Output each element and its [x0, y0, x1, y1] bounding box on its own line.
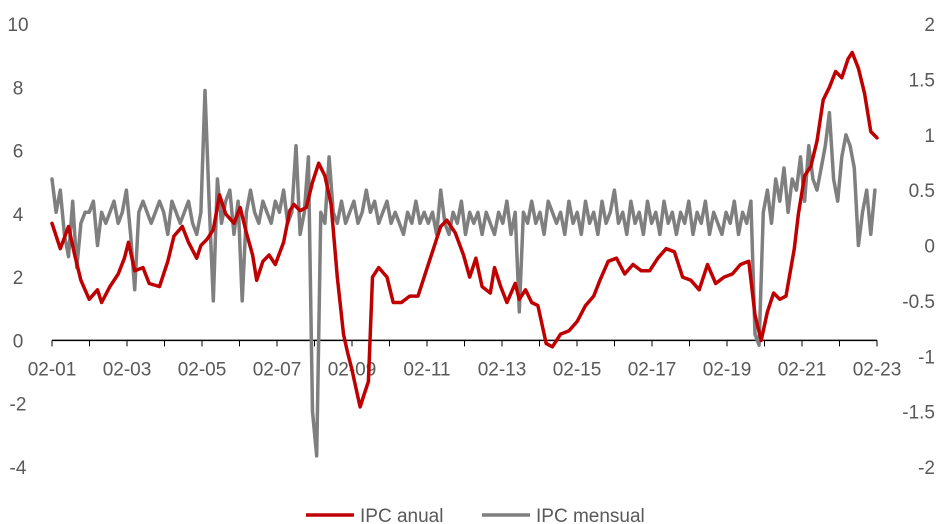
x-tick-label: 02-15 [553, 359, 602, 380]
y-right-tick-label: 1 [924, 126, 935, 147]
series-line-ipc-anual [50, 50, 879, 409]
y-right-tick-label: -1.5 [902, 403, 935, 424]
y-left-tick-label: 6 [13, 142, 24, 163]
y-right-tick-label: 1.5 [909, 70, 935, 91]
y-right-tick-label: 0 [924, 237, 935, 258]
legend-ipc-mensual-label: IPC mensual [536, 506, 645, 524]
x-axis: 02-01 02-03 02-05 02-07 02-09 02-11 02-13 02-15… [28, 339, 902, 380]
y-left-tick-label: 2 [13, 268, 24, 289]
x-tick-label: 02-11 [403, 359, 450, 380]
y-left-tick-label: -2 [10, 395, 27, 416]
y-right-tick-label: -0.5 [902, 292, 935, 313]
x-tick-label: 02-19 [703, 359, 752, 380]
x-tick-label: 02-03 [103, 359, 152, 380]
x-tick-label: 02-21 [778, 359, 827, 380]
y-left-tick-label: 10 [7, 15, 28, 36]
y-right-tick-label: 0.5 [909, 181, 935, 202]
y-left-tick-labels: -4 -2 0 2 4 6 8 10 [7, 15, 28, 479]
x-tick-label: 02-13 [478, 359, 527, 380]
x-tick-label: 02-05 [178, 359, 227, 380]
y-left-tick-label: -4 [10, 458, 27, 479]
series-lines [50, 50, 879, 458]
x-tick-label: 02-07 [253, 359, 302, 380]
x-tick-label: 02-17 [628, 359, 677, 380]
legend: IPC anual IPC mensual [306, 506, 645, 524]
series-line-ipc-mensual [50, 88, 877, 458]
y-left-tick-label: 4 [13, 205, 24, 226]
x-tick-label: 02-01 [28, 359, 77, 380]
y-right-tick-label: 2 [924, 15, 935, 36]
y-right-tick-labels: -2 -1.5 -1 -0.5 0 0.5 1 1.5 2 [902, 15, 935, 479]
y-right-tick-label: -1 [918, 347, 935, 368]
y-right-tick-label: -2 [918, 458, 935, 479]
legend-ipc-anual-label: IPC anual [360, 506, 443, 524]
x-tick-label: 02-23 [853, 359, 902, 380]
y-left-tick-label: 8 [13, 78, 24, 99]
y-left-tick-label: 0 [13, 331, 24, 352]
